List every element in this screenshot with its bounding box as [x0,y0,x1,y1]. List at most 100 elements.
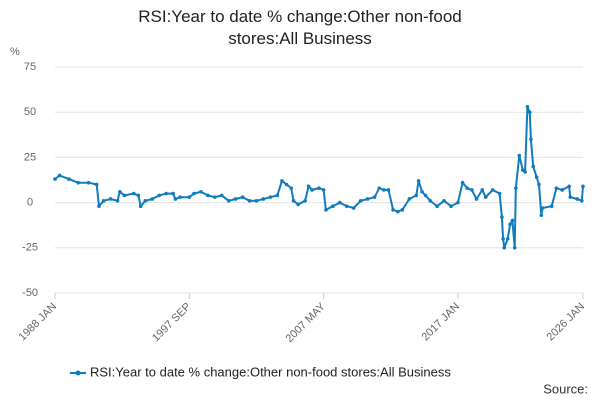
point [254,198,259,203]
point [581,184,585,189]
point [580,198,584,203]
point [317,186,321,190]
source: Source: [543,381,588,396]
point [131,191,136,196]
point [324,208,328,212]
point [514,186,518,190]
point [115,198,120,203]
point [517,153,522,158]
point [456,200,460,205]
point [331,204,335,209]
point [497,191,502,196]
point [291,198,296,203]
point [296,202,300,207]
point [212,195,217,199]
point [554,186,559,190]
point [178,195,182,199]
point [143,198,148,203]
point [261,197,266,201]
point [67,177,71,181]
y-tick-label: 50 [24,106,36,118]
point [490,188,495,192]
point [76,180,80,185]
point [192,191,196,196]
point [502,246,507,250]
point [539,213,544,218]
point [344,204,349,209]
point [268,195,273,199]
point [118,189,122,194]
point [289,186,294,190]
point [567,184,571,189]
point [523,170,527,174]
point [321,188,326,192]
point [122,193,127,198]
point [275,193,280,198]
point [372,195,377,199]
point [247,198,252,203]
point [407,197,412,201]
point [233,197,238,201]
point [138,204,143,209]
point [474,197,479,201]
point [400,208,405,212]
point [358,198,363,203]
point [420,189,424,194]
y-tick-label: 25 [24,151,36,163]
point [280,179,284,183]
point [382,188,386,192]
point [101,198,106,203]
point [199,189,203,194]
point [575,197,580,201]
point [423,193,428,198]
point [465,186,470,190]
point [505,236,510,241]
point [306,184,311,189]
y-tick-label: -25 [22,242,38,254]
point [206,193,210,198]
point [391,208,395,212]
point [428,198,432,203]
point [501,236,505,241]
x-tick-label: 1997 SEP [150,301,194,345]
x-tick-label: 2007 MAY [284,300,329,345]
point [240,195,245,199]
point [173,197,178,201]
point [529,137,533,142]
point [460,180,465,185]
point [338,200,342,205]
point [416,179,421,183]
point [510,218,515,223]
point [351,206,356,210]
point [108,197,113,201]
point [483,195,488,199]
legend-label: RSI:Year to date % change:Other non-food… [90,364,451,379]
point [508,222,512,227]
series-line [54,106,584,249]
point [219,193,224,198]
point [449,204,453,209]
point [171,191,175,196]
y-tick-label: -50 [22,287,38,299]
legend-marker [75,370,81,376]
x-tick-label: 2017 JAN [419,301,462,344]
point [187,195,192,199]
point [226,198,231,203]
point [136,193,141,198]
point [500,215,504,219]
point [377,186,382,190]
point [527,110,532,114]
y-tick-label: 0 [27,197,33,209]
point [94,182,99,187]
y-tick-label: 75 [24,61,36,73]
point [531,164,536,169]
point [470,188,474,192]
point [549,204,554,209]
point [86,180,91,185]
point [525,104,530,109]
point [97,204,101,209]
point [414,193,419,198]
point [284,182,289,187]
